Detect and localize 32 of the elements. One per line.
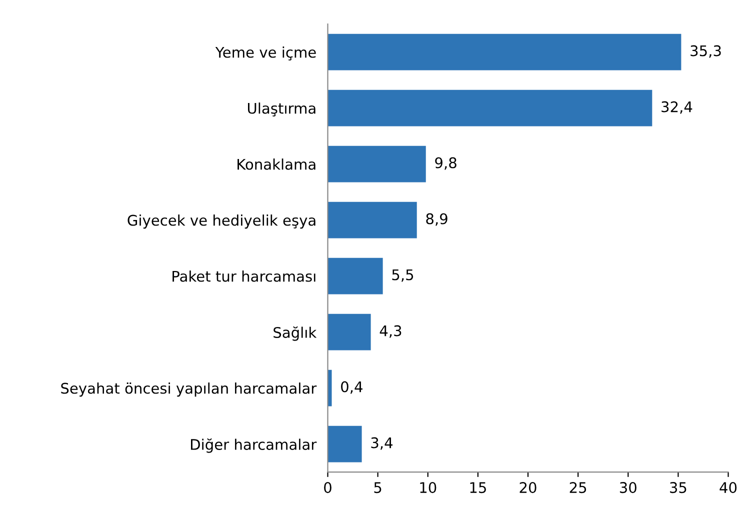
y-tick-label: Konaklama	[238, 158, 316, 170]
x-tick-label: 35	[670, 482, 686, 494]
data-label: 5,5	[392, 269, 414, 282]
bar	[328, 34, 682, 70]
x-tick-label: 40	[720, 482, 737, 494]
y-tick-label: Seyahat öncesi yapılan harcamalar	[61, 382, 317, 397]
data-label: 35,3	[690, 45, 721, 58]
y-tick-label: Paket tur harcaması	[172, 270, 316, 282]
data-label: 3,4	[371, 437, 392, 450]
data-label: 0,4	[341, 381, 362, 394]
x-tick-label: 30	[620, 482, 636, 494]
bar	[328, 314, 371, 350]
y-tick-label: Giyecek ve hediyelik eşya	[128, 214, 316, 229]
data-label: 8,9	[426, 213, 448, 226]
y-tick-label: Diğer harcamalar	[191, 438, 317, 453]
x-tick-label: 15	[470, 482, 486, 494]
bar	[328, 146, 426, 182]
x-tick-label: 10	[420, 482, 436, 494]
bar	[328, 202, 417, 238]
x-tick-label: 25	[570, 482, 586, 494]
data-label: 9,8	[435, 157, 456, 170]
data-label: 4,3	[380, 325, 402, 338]
data-label: 32,4	[662, 101, 692, 114]
bar	[328, 90, 652, 126]
y-tick-label: Sağlık	[274, 326, 317, 341]
x-tick-label: 5	[374, 482, 382, 494]
bar	[328, 426, 362, 462]
y-tick-label: Yeme ve içme	[215, 46, 316, 60]
y-tick-label: Ulaştırma	[248, 102, 316, 116]
x-tick-label: 0	[324, 482, 332, 494]
x-tick-label: 20	[520, 482, 536, 494]
bar	[328, 258, 383, 294]
